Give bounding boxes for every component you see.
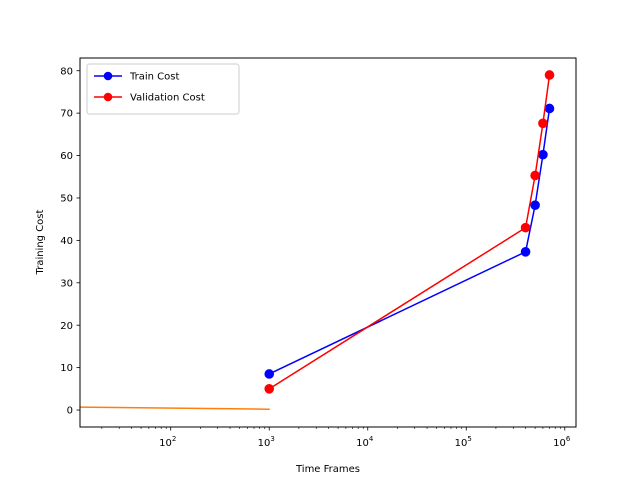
x-tick-base: 10 [455,438,468,449]
y-tick-label: 70 [60,109,73,120]
data-point [520,222,531,233]
y-tick-label: 30 [60,278,73,289]
x-tick-base: 10 [356,438,369,449]
x-tick-label: 105 [455,435,472,449]
legend-swatch-marker [103,71,113,81]
plot-frame [79,57,577,428]
x-tick-exponent: 2 [172,435,176,443]
y-tick-label: 40 [60,236,73,247]
x-tick-base: 10 [553,438,566,449]
series-line-2 [79,406,270,410]
y-tick-label: 10 [60,363,73,374]
legend-swatch-marker [103,92,113,102]
x-tick-base: 10 [159,438,172,449]
y-axis-label: Training Cost [35,209,46,275]
x-tick-label: 103 [258,435,275,449]
y-tick-label: 50 [60,194,73,205]
legend-label: Train Cost [129,72,179,83]
data-point [264,384,275,394]
plot-area [79,70,555,410]
legend-box [86,63,240,115]
data-point [544,70,555,80]
x-tick-label: 106 [553,435,571,449]
data-point [530,200,540,210]
legend-label: Validation Cost [130,93,205,104]
x-tick-exponent: 5 [467,435,471,443]
x-tick-base: 10 [258,438,271,449]
y-axis: 0 10 20 30 40 50 60 70 80 [60,66,80,417]
x-tick-exponent: 6 [566,435,571,443]
legend: Train Cost Validation Cost [86,63,240,115]
y-tick-label: 20 [60,321,73,332]
x-tick-exponent: 4 [369,435,374,443]
y-tick-label: 60 [60,151,73,162]
data-point [520,247,531,257]
data-point [538,149,548,160]
x-tick-exponent: 3 [270,435,274,443]
data-point [538,118,548,129]
y-tick-label: 80 [60,66,73,77]
y-tick-label: 0 [67,406,73,417]
data-point [264,369,275,379]
x-axis-label: Time Frames [295,464,360,475]
x-tick-label: 104 [356,435,374,449]
data-point [544,103,555,114]
x-tick-label: 102 [159,435,176,449]
data-point [530,170,540,181]
